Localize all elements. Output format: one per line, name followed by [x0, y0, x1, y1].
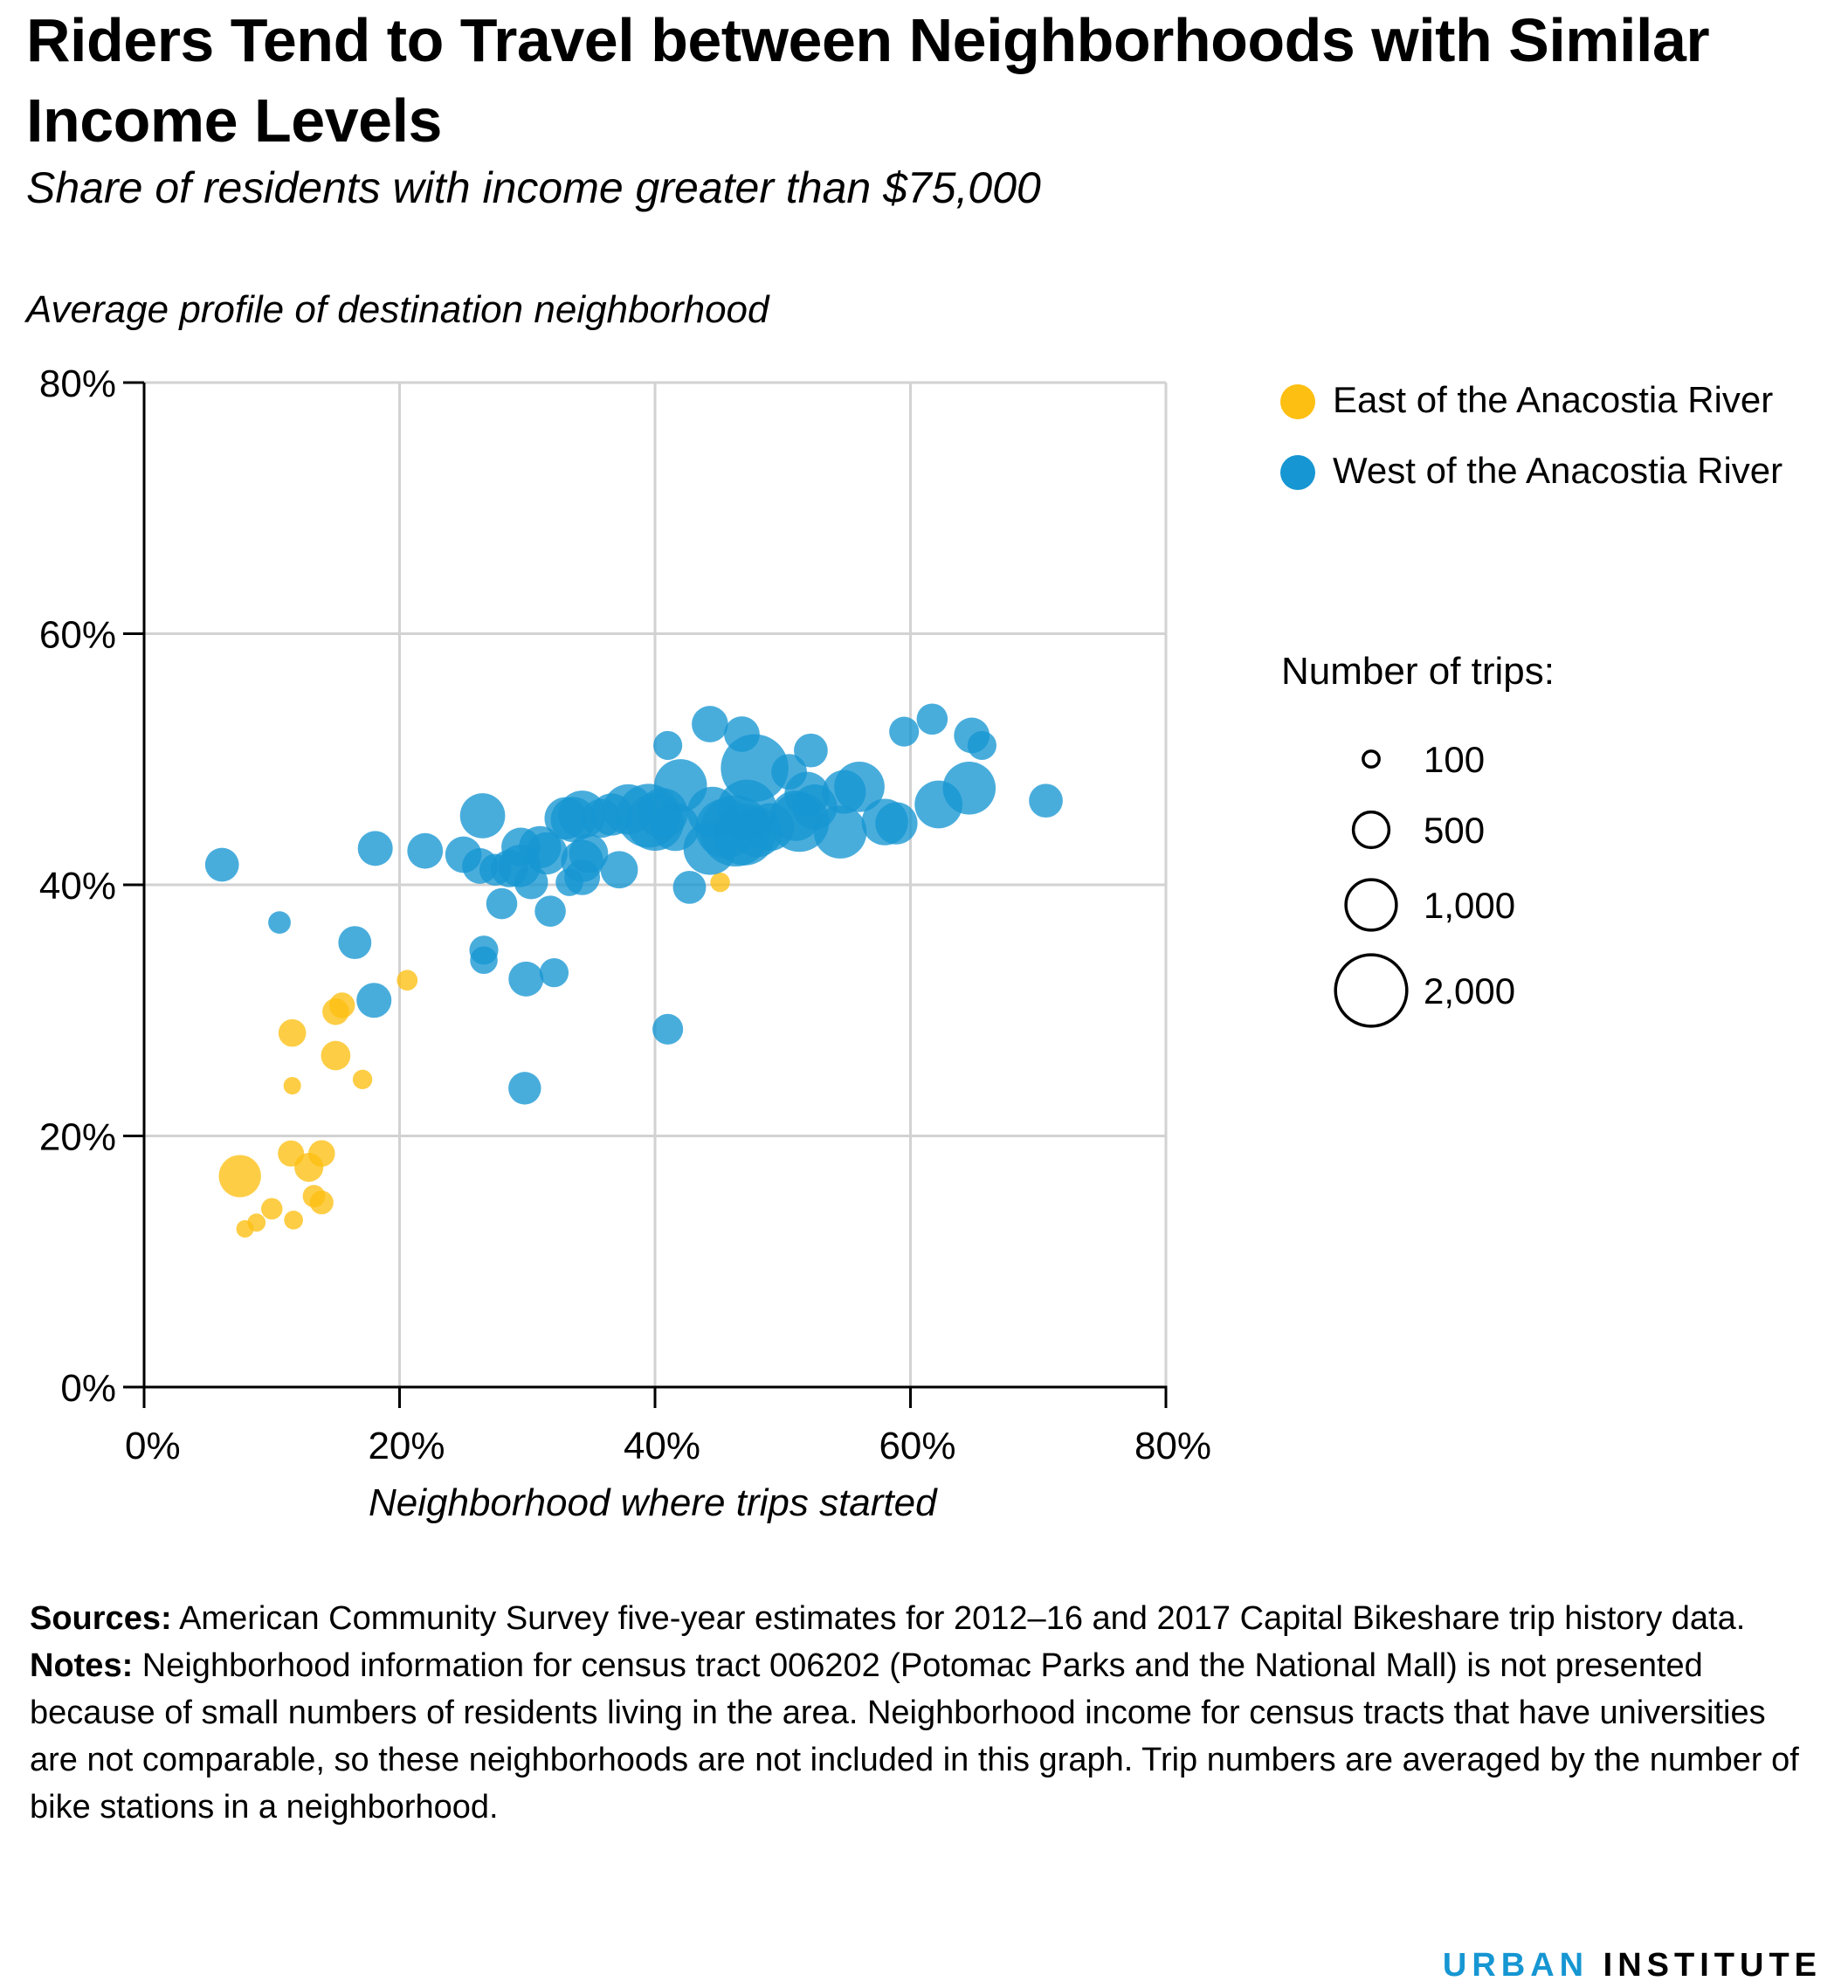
west-data-point	[356, 983, 392, 1018]
west-data-point	[357, 831, 393, 866]
y-tick-label: 40%	[39, 865, 116, 908]
legend-west-label: West of the Anacostia River	[1333, 450, 1783, 491]
size-legend-circle	[1351, 810, 1391, 850]
size-legend-title: Number of trips:	[1281, 650, 1555, 693]
west-data-point	[672, 870, 707, 904]
west-data-point	[544, 797, 587, 839]
east-data-point	[218, 1155, 261, 1198]
size-legend-label-1000: 1,000	[1424, 885, 1516, 926]
west-data-point	[746, 803, 795, 852]
west-data-point	[692, 706, 728, 742]
footnotes: Sources: American Community Survey five-…	[30, 1595, 1811, 1831]
east-data-point	[308, 1140, 335, 1167]
size-legend-circle	[1334, 953, 1409, 1028]
tick-labels: 0% 20% 40% 60% 80% 0% 20% 40% 60% 80%	[39, 362, 1211, 1467]
west-data-point	[534, 895, 566, 927]
sources-label: Sources:	[30, 1600, 172, 1637]
west-data-point	[686, 786, 738, 838]
west-data-point	[916, 703, 948, 735]
west-data-point	[459, 793, 506, 839]
west-data-point	[967, 730, 996, 761]
y-tick-label: 20%	[39, 1116, 116, 1159]
west-data-point	[204, 847, 239, 882]
east-data-point	[261, 1198, 283, 1220]
west-data-point	[555, 868, 583, 896]
size-legend	[1334, 749, 1409, 1028]
west-data-point	[889, 716, 920, 747]
legend-east-label: East of the Anacostia River	[1333, 379, 1774, 420]
east-data-point	[352, 1069, 373, 1089]
west-data-point	[338, 926, 372, 960]
size-legend-label-100: 100	[1424, 739, 1486, 780]
west-data-point	[470, 946, 498, 975]
x-tick-label: 0%	[125, 1425, 181, 1467]
west-data-point	[724, 716, 760, 752]
west-data-point	[486, 887, 518, 920]
east-data-point	[283, 1077, 301, 1094]
legend-east-swatch	[1280, 384, 1315, 419]
west-data-point	[508, 961, 544, 997]
east-data-point	[278, 1140, 305, 1167]
notes-text: Neighborhood information for census trac…	[30, 1647, 1799, 1826]
x-tick-label: 20%	[368, 1425, 445, 1467]
size-legend-label-2000: 2,000	[1424, 970, 1516, 1011]
west-data-point	[508, 1072, 541, 1105]
logo-urban: URBAN	[1442, 1947, 1589, 1984]
west-data-point	[914, 780, 963, 829]
west-data-point	[652, 803, 700, 852]
y-tick-label: 80%	[39, 362, 116, 405]
west-data-point	[600, 851, 638, 889]
size-legend-label-500: 500	[1424, 810, 1486, 851]
west-data-point	[1029, 783, 1063, 818]
chart-title: Riders Tend to Travel between Neighborho…	[26, 6, 1710, 155]
chart-subtitle: Share of residents with income greater t…	[26, 163, 1041, 212]
x-tick-label: 40%	[624, 1425, 700, 1467]
west-data-point	[822, 770, 866, 814]
x-tick-label: 60%	[879, 1425, 955, 1467]
west-data-point	[771, 754, 807, 790]
size-legend-circle	[1362, 749, 1381, 769]
east-data-point	[710, 872, 730, 893]
data-points	[204, 703, 1063, 1238]
grid-lines	[144, 381, 1168, 1387]
axes	[123, 381, 1168, 1408]
west-data-point	[539, 958, 569, 988]
east-data-point	[328, 992, 355, 1018]
west-data-point	[407, 832, 444, 869]
east-data-point	[278, 1018, 307, 1047]
y-axis-label: Average profile of destination neighborh…	[26, 288, 769, 331]
notes-label: Notes:	[30, 1647, 134, 1684]
west-data-point	[652, 1013, 684, 1045]
east-data-point	[396, 970, 418, 991]
sources-note: Sources: American Community Survey five-…	[30, 1595, 1811, 1642]
west-data-point	[514, 865, 548, 900]
east-data-point	[302, 1184, 326, 1208]
east-data-point	[236, 1219, 254, 1238]
size-legend-circle	[1344, 878, 1398, 932]
east-data-point	[321, 1040, 351, 1071]
west-data-point	[479, 853, 512, 887]
logo-institute: INSTITUTE	[1603, 1947, 1822, 1984]
y-tick-label: 60%	[39, 614, 116, 657]
west-data-point	[653, 730, 683, 761]
west-data-point	[582, 798, 621, 839]
west-data-point	[875, 802, 918, 845]
east-data-point	[284, 1211, 303, 1230]
x-tick-label: 80%	[1134, 1425, 1211, 1467]
legend-west-swatch	[1280, 455, 1315, 490]
west-data-point	[794, 733, 828, 768]
y-tick-label: 0%	[60, 1367, 116, 1410]
urban-institute-logo: URBAN INSTITUTE	[1443, 1946, 1822, 1985]
notes-note: Notes: Neighborhood information for cens…	[30, 1642, 1811, 1831]
west-data-point	[268, 911, 291, 935]
sources-text: American Community Survey five-year esti…	[171, 1600, 1746, 1637]
x-axis-label: Neighborhood where trips started	[369, 1481, 937, 1524]
